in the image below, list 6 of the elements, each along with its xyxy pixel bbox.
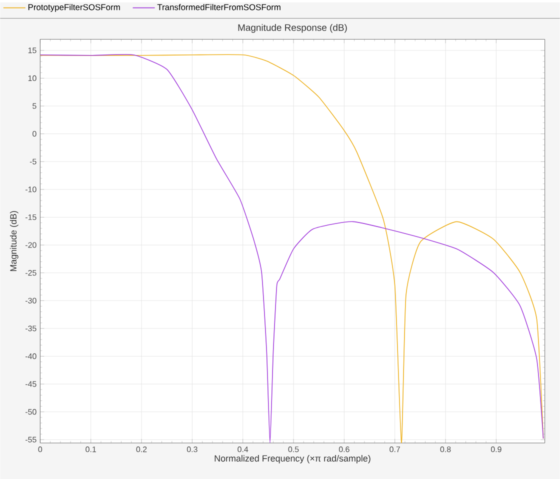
line-series	[40, 54, 544, 444]
chart-title: Magnitude Response (dB)	[238, 24, 347, 33]
legend-label: PrototypeFilterSOSForm	[28, 4, 120, 12]
y-axis-title: Magnitude (dB)	[10, 211, 18, 272]
x-axis-title: Normalized Frequency (×π rad/sample)	[214, 455, 370, 464]
legend-label: TransformedFilterFromSOSForm	[157, 4, 280, 10]
